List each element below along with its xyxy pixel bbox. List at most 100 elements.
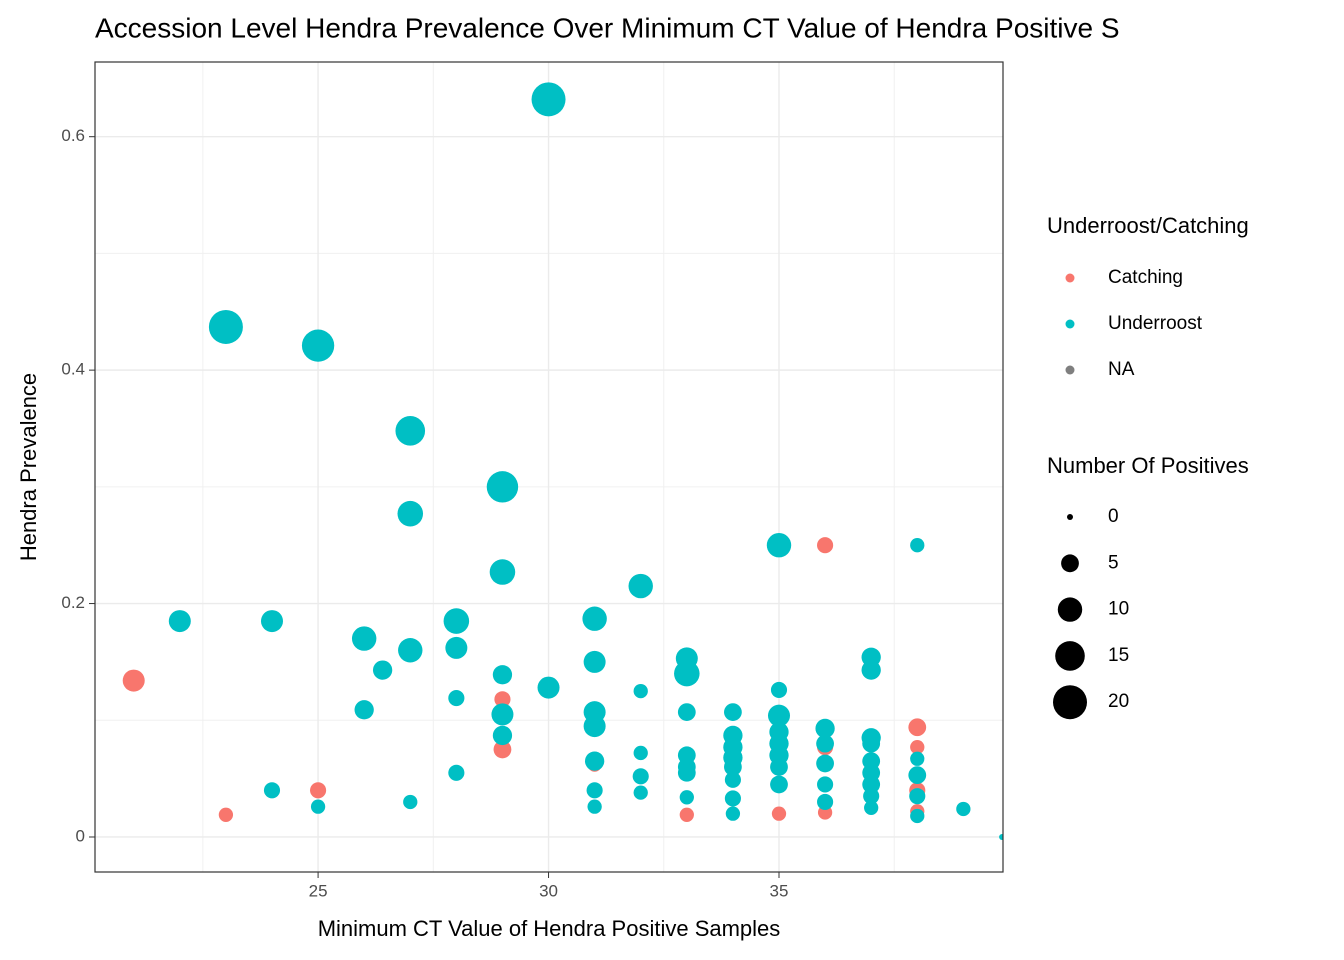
- y-tick-label: 0.4: [61, 360, 85, 379]
- point: [301, 329, 335, 362]
- point: [586, 782, 603, 799]
- point: [910, 808, 925, 824]
- point: [531, 82, 566, 117]
- point: [445, 636, 468, 659]
- point: [725, 806, 741, 821]
- point: [494, 691, 511, 708]
- point: [448, 764, 465, 781]
- point: [861, 660, 881, 680]
- point: [679, 807, 694, 822]
- y-tick-label: 0.6: [61, 126, 85, 145]
- point: [397, 500, 424, 527]
- point: [628, 573, 653, 599]
- point: [770, 775, 788, 794]
- chart-title: Accession Level Hendra Prevalence Over M…: [95, 12, 1120, 43]
- point: [767, 704, 790, 727]
- point: [724, 771, 741, 788]
- point: [724, 790, 741, 807]
- point: [493, 740, 512, 759]
- point: [909, 788, 926, 805]
- legend-label: 20: [1108, 691, 1129, 712]
- point: [260, 610, 283, 633]
- point: [537, 676, 560, 699]
- point: [770, 758, 788, 776]
- x-tick-label: 35: [770, 881, 789, 900]
- point: [817, 537, 834, 554]
- legend-label: 15: [1108, 645, 1129, 666]
- point: [633, 745, 648, 761]
- point: [677, 703, 696, 721]
- legend-label: Underroost: [1108, 313, 1203, 334]
- point: [582, 606, 607, 631]
- legend-size-key: [1067, 514, 1073, 520]
- legend-size-key: [1057, 597, 1083, 622]
- point: [263, 782, 281, 799]
- legend-size-key: [1055, 641, 1085, 671]
- point: [587, 799, 602, 814]
- legend-title: Underroost/Catching: [1047, 213, 1249, 238]
- point: [492, 725, 513, 746]
- point: [817, 776, 834, 793]
- point: [122, 669, 145, 692]
- point: [351, 626, 377, 651]
- point: [766, 532, 792, 558]
- point: [771, 806, 787, 821]
- legend-size-key: [1053, 685, 1087, 720]
- point: [816, 754, 834, 773]
- point: [403, 794, 418, 810]
- point: [395, 416, 426, 446]
- legend-key: [1065, 273, 1075, 283]
- point: [815, 718, 835, 739]
- legend-label: Catching: [1108, 267, 1183, 288]
- point: [491, 703, 514, 726]
- point: [354, 700, 374, 720]
- point: [908, 766, 927, 785]
- point: [632, 768, 649, 785]
- point: [372, 660, 393, 680]
- point: [910, 739, 925, 755]
- plot-border: [94, 61, 1004, 873]
- y-tick-label: 0.2: [61, 593, 85, 612]
- point: [448, 690, 465, 707]
- point: [674, 660, 700, 687]
- point: [310, 799, 326, 814]
- point: [443, 608, 470, 634]
- point: [864, 800, 879, 815]
- point: [908, 718, 927, 737]
- legend-label: 5: [1108, 552, 1119, 573]
- point: [910, 538, 925, 553]
- legend-key: [1065, 319, 1075, 329]
- point: [492, 665, 513, 685]
- point: [633, 683, 648, 699]
- point: [910, 751, 925, 766]
- legend-label: 10: [1108, 599, 1129, 620]
- point: [310, 782, 327, 799]
- legend-title: Number Of Positives: [1047, 453, 1249, 478]
- point: [816, 734, 834, 753]
- y-tick-label: 0: [76, 826, 85, 845]
- point: [956, 801, 971, 817]
- point: [862, 775, 881, 794]
- point: [724, 703, 742, 721]
- point: [583, 650, 606, 673]
- point: [398, 638, 423, 663]
- point: [583, 715, 606, 738]
- legend-label: NA: [1108, 359, 1135, 380]
- point: [486, 471, 519, 503]
- x-axis-title: Minimum CT Value of Hendra Positive Samp…: [318, 916, 781, 941]
- point: [208, 309, 243, 344]
- legend-size-key: [1061, 554, 1079, 573]
- point: [677, 763, 696, 782]
- point: [770, 681, 788, 698]
- legend-label: 0: [1108, 506, 1119, 527]
- point: [999, 833, 1003, 840]
- point: [584, 751, 605, 771]
- y-axis-title: Hendra Prevalence: [16, 373, 41, 561]
- legend-key: [1065, 365, 1075, 375]
- point: [679, 790, 694, 805]
- point: [633, 785, 648, 800]
- point: [218, 807, 234, 822]
- point: [489, 559, 516, 585]
- point: [862, 734, 881, 753]
